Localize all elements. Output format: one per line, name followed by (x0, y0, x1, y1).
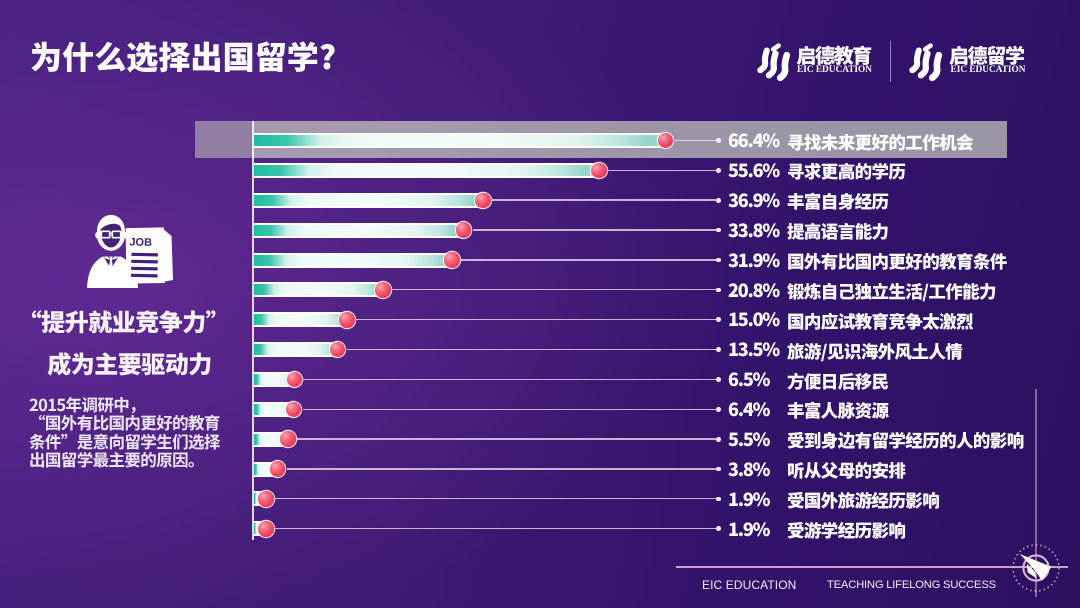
svg-text:JOB: JOB (129, 236, 152, 248)
